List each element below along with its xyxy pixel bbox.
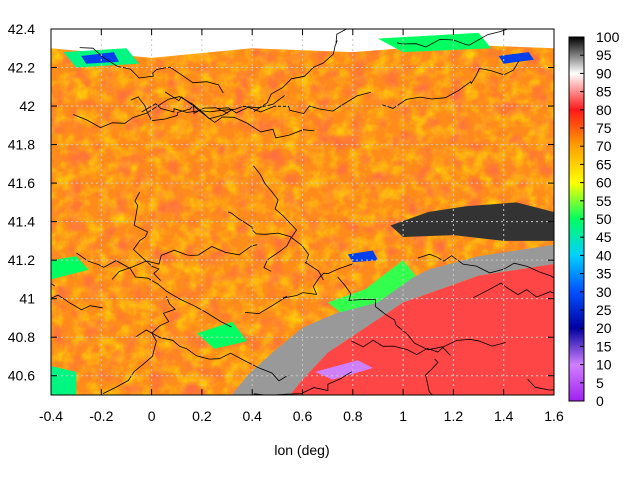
heatmap-region-blue-spot — [498, 52, 534, 64]
colorbar-tick-label: 80 — [596, 102, 612, 118]
colorbar-tick-label: 20 — [596, 320, 612, 336]
contour-line — [382, 60, 520, 109]
contour-line — [396, 29, 509, 48]
colorbar-tick-label: 85 — [596, 84, 612, 100]
heatmap-region-green-patch — [196, 321, 248, 349]
contour-lines — [51, 29, 554, 395]
contour-line — [527, 378, 554, 391]
contour-line — [337, 276, 451, 356]
contour-line — [102, 296, 176, 394]
colorbar-tick-label: 95 — [596, 47, 612, 63]
x-tick-label: 0.8 — [343, 408, 363, 424]
contour-line — [253, 371, 353, 395]
colorbar-tick-label: 35 — [596, 266, 612, 282]
contour-line — [132, 191, 161, 281]
contour-line — [351, 338, 506, 356]
colorbar-ticks: 0 5 10 15 20 25 30 35 40 45 50 55 60 65 70 75 80 85 90 95 10… — [580, 29, 620, 409]
contour-line — [141, 95, 285, 113]
heatmap-region-green-patch — [51, 366, 77, 395]
contour-line — [76, 252, 232, 328]
heatmap-region-green-patch — [51, 256, 89, 280]
contour-line — [130, 96, 229, 122]
y-tick-label: 42.2 — [8, 60, 35, 76]
y-tick-label: 42 — [19, 98, 35, 114]
heatmap-regions — [51, 29, 554, 395]
contour-line — [425, 358, 439, 395]
grid — [51, 29, 554, 395]
colorbar-tick-label: 40 — [596, 247, 612, 263]
x-axis-label: lon (deg) — [274, 442, 329, 458]
colorbar-tick-label: 15 — [596, 338, 612, 354]
contour-line — [111, 244, 258, 280]
colorbar-tick-label: 65 — [596, 156, 612, 172]
x-axis: -0.4 -0.2 0 0.2 0.4 0.6 0.8 1 1.2 1.4 1.6 — [39, 29, 564, 424]
colorbar-tick-label: 55 — [596, 193, 612, 209]
x-tick-label: -0.2 — [89, 408, 113, 424]
colorbar-tick-label: 100 — [596, 29, 620, 45]
contour-line — [135, 329, 289, 382]
colorbar-tick-label: 30 — [596, 284, 612, 300]
contour-line — [253, 165, 298, 272]
colorbar-tick-label: 60 — [596, 175, 612, 191]
y-tick-label: 41 — [19, 291, 35, 307]
contour-line — [79, 47, 224, 94]
contour-line — [244, 263, 354, 315]
x-tick-label: 1.2 — [444, 408, 464, 424]
colorbar-tick-label: 10 — [596, 357, 612, 373]
colorbar-tick-label: 50 — [596, 211, 612, 227]
contour-line — [217, 91, 372, 115]
y-tick-label: 41.4 — [8, 214, 35, 230]
x-tick-label: 0.6 — [293, 408, 313, 424]
colorbar-tick-label: 45 — [596, 229, 612, 245]
y-axis: 40.6 40.8 41 41.2 41.4 41.6 41.8 42 42.2 42.4 — [8, 21, 554, 384]
contour-line — [417, 253, 554, 279]
plot-area — [51, 29, 554, 395]
colorbar-tick-label: 75 — [596, 120, 612, 136]
y-tick-label: 41.6 — [8, 175, 35, 191]
x-tick-label: 1.4 — [494, 408, 514, 424]
contour-line — [51, 294, 103, 311]
y-tick-label: 42.4 — [8, 21, 35, 37]
heatmap-region-blue-spot — [347, 250, 378, 263]
colorbar-tick-label: 70 — [596, 138, 612, 154]
colorbar-tick-label: 25 — [596, 302, 612, 318]
y-tick-label: 41.8 — [8, 137, 35, 153]
x-tick-label: 0.2 — [192, 408, 212, 424]
y-tick-label: 40.6 — [8, 368, 35, 384]
contour-line — [473, 282, 554, 299]
y-tick-label: 41.2 — [8, 252, 35, 268]
x-tick-label: -0.4 — [39, 408, 63, 424]
x-tick-label: 0.4 — [242, 408, 262, 424]
x-tick-label: 1 — [399, 408, 407, 424]
contour-line — [253, 29, 348, 112]
colorbar-tick-label: 0 — [596, 393, 604, 409]
x-tick-label: 1.6 — [544, 408, 564, 424]
y-tick-label: 40.8 — [8, 329, 35, 345]
colorbar-tick-label: 90 — [596, 65, 612, 81]
heatmap-region-coast-belt — [232, 244, 554, 395]
x-tick-label: 0 — [148, 408, 156, 424]
colorbar-tick-label: 5 — [596, 375, 604, 391]
heatmap-region-violet-spot — [315, 360, 373, 380]
